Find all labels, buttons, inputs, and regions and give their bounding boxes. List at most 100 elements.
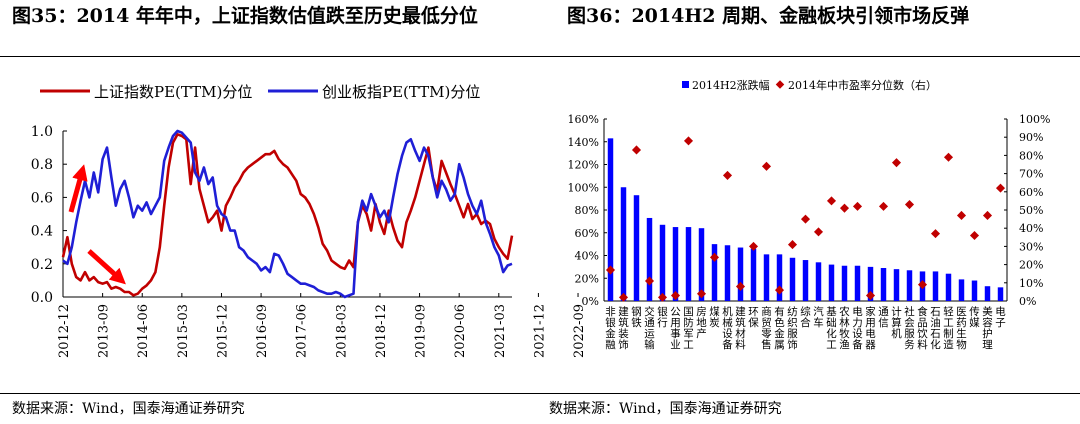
x-category-label: 综合 (800, 305, 811, 329)
pe-percentile-marker (891, 158, 902, 168)
bar (750, 248, 757, 301)
left-y-tick-label: 80% (575, 204, 599, 217)
pe-percentile-marker (982, 210, 993, 220)
x-category-label: 通信 (878, 306, 889, 329)
pe-percentile-marker (709, 252, 720, 262)
y-tick-label: 0.4 (31, 224, 53, 240)
x-tick-label: 2018-03 (334, 304, 349, 358)
pe-percentile-marker (787, 240, 798, 250)
bar (737, 247, 744, 301)
pe-percentile-marker (605, 265, 616, 275)
x-tick-label: 2015-03 (176, 304, 191, 358)
pe-percentile-line-chart: 0.0 0.2 0.4 0.6 0.8 1.0 2012-12 2013-09 2014-06 2… (31, 83, 587, 358)
x-category-label: 国防军工 (683, 306, 694, 351)
bar (932, 271, 939, 301)
x-category-label: 传媒 (969, 306, 980, 329)
x-category-label: 电子 (995, 305, 1006, 329)
bar (906, 270, 913, 301)
x-category-label: 电力设备 (852, 305, 863, 351)
left-y-tick-label: 140% (568, 136, 599, 149)
x-tick-label: 2018-12 (374, 304, 389, 358)
x-category-label: 石油石化 (930, 306, 941, 351)
x-tick-label: 2017-06 (295, 304, 310, 358)
chinext-pe-percentile-line (62, 129, 513, 299)
left-figure-title: 图35：2014 年年中，上证指数估值跌至历史最低分位 (12, 5, 478, 27)
x-tick-label: 2012-12 (57, 304, 72, 358)
left-y-tick-label: 60% (575, 227, 599, 240)
x-category-label: 机械设备 (722, 305, 733, 351)
bar (854, 265, 861, 301)
x-category-label: 房地产 (696, 305, 707, 340)
bar (776, 254, 783, 301)
bar (620, 187, 627, 301)
bar (867, 266, 874, 301)
legend-swatch-bar (682, 81, 689, 88)
right-y-tick-label: 80% (1019, 149, 1043, 162)
y-tick-label: 0.6 (31, 190, 53, 206)
pe-percentile-marker (735, 281, 746, 291)
pe-percentile-marker (956, 210, 967, 220)
x-category-label: 商贸零售 (761, 305, 772, 351)
y-tick-label: 0.8 (31, 157, 53, 173)
bar (815, 262, 822, 301)
bar (672, 227, 679, 301)
pe-percentile-marker (878, 201, 889, 211)
y-tick-label: 1.0 (31, 124, 53, 140)
left-y-tick-label: 40% (575, 250, 599, 263)
x-tick-label: 2022-09 (572, 304, 587, 358)
x-category-label: 公用事业 (670, 306, 681, 351)
x-category-label: 建筑材料 (735, 305, 746, 351)
pe-percentile-marker (670, 291, 681, 301)
pe-percentile-marker (995, 183, 1006, 193)
right-y-tick-label: 50% (1019, 204, 1043, 217)
pe-percentile-marker (761, 161, 772, 171)
bar (724, 245, 731, 301)
x-category-label: 医药生物 (956, 306, 967, 351)
x-tick-label: 2020-06 (453, 304, 468, 358)
bar (698, 228, 705, 301)
right-y-tick-label: 90% (1019, 131, 1043, 144)
x-tick-label: 2021-12 (532, 304, 547, 358)
line-chart-group: 0.0 0.2 0.4 0.6 0.8 1.0 2012-12 2013-09 2014-06 2… (31, 83, 587, 358)
pe-percentile-marker (774, 285, 785, 295)
pe-percentile-marker (722, 170, 733, 180)
bar (763, 254, 770, 301)
pe-percentile-marker (748, 241, 759, 251)
pe-percentile-marker (683, 136, 694, 146)
pe-percentile-marker (839, 203, 850, 213)
rise-arrow-annotation (68, 164, 88, 213)
y-tick-label: 0.2 (31, 257, 53, 273)
pe-percentile-marker (865, 291, 876, 301)
bar (789, 257, 796, 301)
x-category-label: 建筑装饰 (618, 305, 629, 351)
pe-percentile-marker (618, 292, 629, 302)
bar (646, 217, 653, 301)
bar (893, 269, 900, 301)
right-figure-title: 图36：2014H2 周期、金融板块引领市场反弹 (567, 5, 970, 27)
right-y-tick-label: 10% (1019, 277, 1043, 290)
pe-percentile-marker (631, 145, 642, 155)
x-category-label: 有色金属 (774, 305, 785, 351)
bar (685, 227, 692, 301)
bar (659, 224, 666, 301)
bar (958, 279, 965, 301)
bar (971, 280, 978, 301)
right-y-tick-label: 20% (1019, 259, 1043, 272)
bottom-divider (0, 393, 1080, 394)
bar (633, 195, 640, 301)
bar (711, 244, 718, 301)
x-category-label: 煤炭 (709, 305, 720, 329)
x-category-label: 汽车 (813, 305, 824, 329)
x-category-label: 钢铁 (631, 305, 642, 329)
right-y-tick-label: 100% (1019, 113, 1050, 126)
legend-swatch-dot (775, 80, 785, 89)
x-category-label: 银行 (657, 305, 668, 329)
pe-percentile-marker (930, 229, 941, 239)
x-category-label: 家用电器 (865, 305, 876, 351)
bar (802, 260, 809, 301)
x-category-label: 环保 (748, 306, 759, 329)
bar (607, 138, 614, 301)
pe-percentile-marker (969, 230, 980, 241)
x-category-label: 交通运输 (644, 305, 655, 351)
pe-percentile-marker (813, 227, 824, 237)
